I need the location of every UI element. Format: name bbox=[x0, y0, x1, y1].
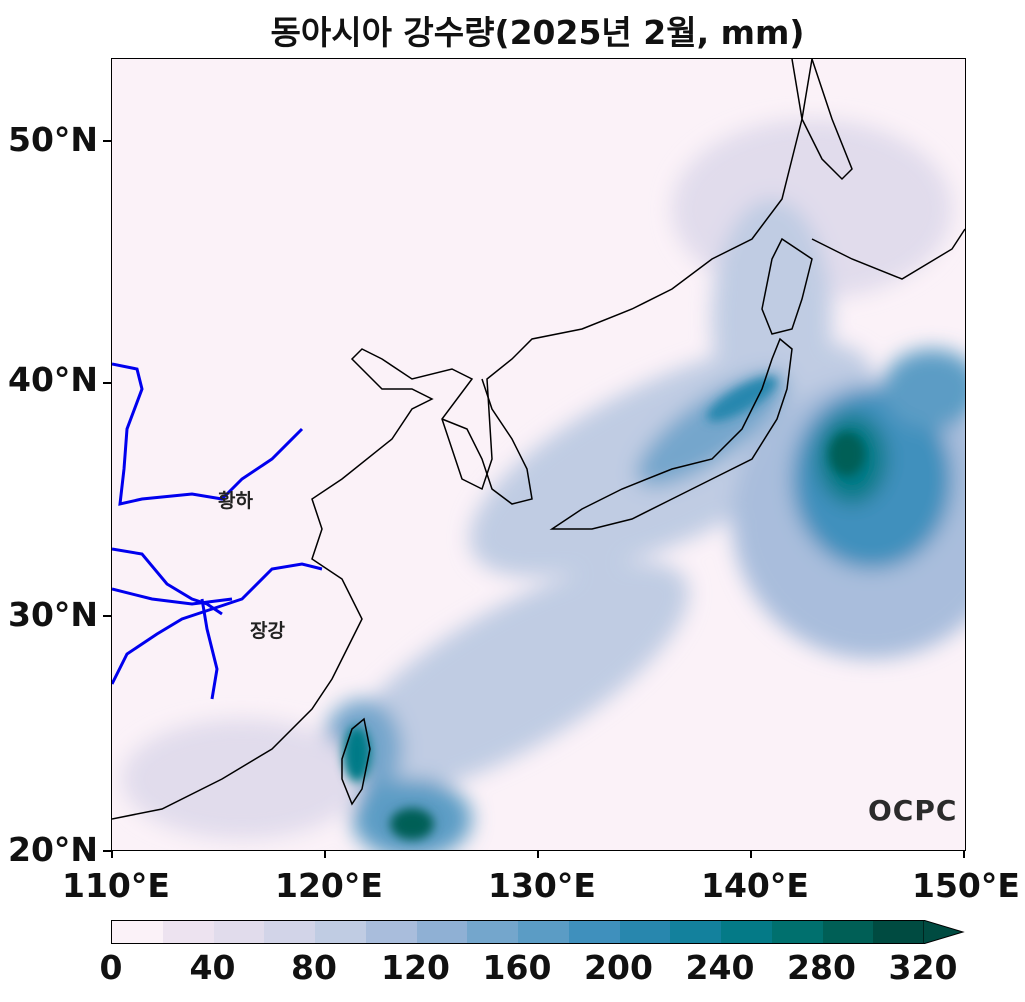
colorbar-tick-label: 40 bbox=[189, 948, 236, 987]
xtick-mark bbox=[537, 850, 539, 858]
colorbar bbox=[111, 920, 925, 944]
colorbar-segment bbox=[670, 921, 721, 943]
colorbar-segment bbox=[365, 921, 417, 943]
lon-tick-label: 110°E bbox=[62, 866, 170, 905]
map-canvas bbox=[112, 59, 965, 850]
colorbar-segment bbox=[315, 921, 366, 943]
ytick-mark bbox=[103, 382, 111, 384]
map-title: 동아시아 강수량(2025년 2월, mm) bbox=[270, 13, 805, 52]
xtick-mark bbox=[111, 850, 113, 858]
ytick-mark bbox=[103, 140, 111, 142]
colorbar-tick-label: 320 bbox=[888, 948, 958, 987]
xtick-mark bbox=[324, 850, 326, 858]
lat-tick-label: 30°N bbox=[8, 595, 99, 634]
colorbar-segment bbox=[162, 921, 214, 943]
rivers bbox=[112, 362, 323, 700]
colorbar-tick-label: 120 bbox=[381, 948, 450, 987]
colorbar-segment bbox=[112, 921, 163, 943]
lon-tick-label: 120°E bbox=[275, 866, 383, 905]
lon-tick-label: 140°E bbox=[701, 866, 809, 905]
river-label-yellow: 황하 bbox=[218, 490, 253, 512]
ocpc-logo: OCPC bbox=[868, 794, 958, 827]
colorbar-segment bbox=[467, 921, 518, 943]
lon-tick-label: 130°E bbox=[488, 866, 596, 905]
precipitation-peaks bbox=[343, 376, 865, 840]
ytick-mark bbox=[103, 850, 111, 852]
colorbar-tick-label: 200 bbox=[584, 948, 653, 987]
colorbar-segment bbox=[518, 921, 569, 943]
colorbar-segment bbox=[771, 921, 823, 943]
coastlines bbox=[112, 59, 965, 820]
colorbar-tick-label: 160 bbox=[482, 948, 552, 987]
colorbar-segment bbox=[822, 921, 874, 943]
lon-tick-label: 150°E bbox=[912, 866, 1020, 905]
colorbar-segment bbox=[721, 921, 772, 943]
precipitation-map bbox=[111, 58, 966, 851]
lat-tick-label: 40°N bbox=[8, 360, 99, 399]
lat-tick-label: 20°N bbox=[8, 830, 99, 869]
colorbar-tick-label: 0 bbox=[99, 948, 123, 987]
colorbar-segment bbox=[264, 921, 315, 943]
colorbar-tick-label: 280 bbox=[787, 948, 856, 987]
ytick-mark bbox=[103, 615, 111, 617]
xtick-mark bbox=[750, 850, 752, 858]
colorbar-segment bbox=[873, 921, 924, 943]
river-label-yangtze: 장강 bbox=[250, 620, 285, 642]
colorbar-extend-arrow bbox=[923, 920, 965, 944]
colorbar-tick-label: 80 bbox=[291, 948, 337, 987]
colorbar-tick-label: 240 bbox=[685, 948, 755, 987]
colorbar-segment bbox=[619, 921, 671, 943]
colorbar-segment bbox=[213, 921, 265, 943]
colorbar-segment bbox=[416, 921, 468, 943]
xtick-mark bbox=[963, 850, 965, 858]
colorbar-segment bbox=[568, 921, 620, 943]
precipitation-field bbox=[122, 119, 965, 850]
lat-tick-label: 50°N bbox=[8, 120, 99, 159]
